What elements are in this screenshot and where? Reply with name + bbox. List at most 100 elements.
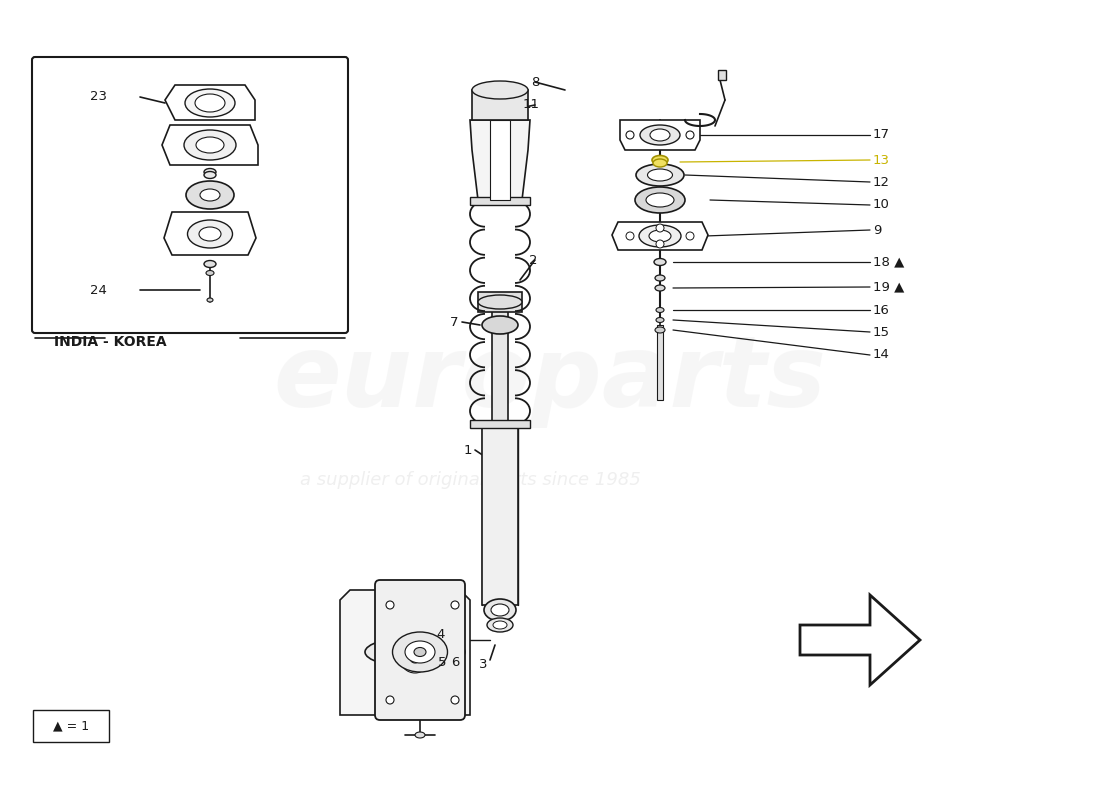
FancyBboxPatch shape [375, 580, 465, 720]
Text: europarts: europarts [274, 331, 826, 429]
Ellipse shape [196, 137, 224, 153]
Circle shape [386, 696, 394, 704]
Circle shape [626, 131, 634, 139]
Ellipse shape [184, 130, 236, 160]
Ellipse shape [491, 604, 509, 616]
Ellipse shape [646, 193, 674, 207]
Polygon shape [164, 212, 256, 255]
Text: 12: 12 [873, 175, 890, 189]
Ellipse shape [478, 295, 522, 309]
Bar [478, 292, 522, 312]
Circle shape [410, 653, 420, 663]
Ellipse shape [415, 732, 425, 738]
Ellipse shape [204, 261, 216, 267]
Ellipse shape [186, 181, 234, 209]
Ellipse shape [379, 642, 450, 662]
Text: 15: 15 [873, 326, 890, 338]
Circle shape [451, 696, 459, 704]
Polygon shape [612, 222, 708, 250]
Ellipse shape [207, 298, 213, 302]
Bar [492, 305, 508, 425]
Bar [482, 425, 518, 605]
Ellipse shape [204, 169, 216, 175]
Ellipse shape [487, 618, 513, 632]
Ellipse shape [635, 187, 685, 213]
Ellipse shape [654, 258, 666, 266]
Polygon shape [340, 590, 470, 715]
Ellipse shape [187, 220, 232, 248]
Bar [490, 120, 510, 200]
Ellipse shape [656, 307, 664, 313]
Polygon shape [165, 85, 255, 120]
Text: 2: 2 [529, 254, 538, 266]
Text: 14: 14 [873, 349, 890, 362]
Bar [470, 420, 530, 428]
Ellipse shape [472, 81, 528, 99]
Circle shape [656, 224, 664, 232]
Polygon shape [390, 605, 450, 710]
Ellipse shape [654, 285, 666, 291]
Ellipse shape [636, 164, 684, 186]
Text: 6: 6 [452, 655, 460, 669]
Text: 23: 23 [90, 90, 107, 103]
Circle shape [626, 232, 634, 240]
Ellipse shape [482, 316, 518, 334]
Text: 13: 13 [873, 154, 890, 166]
Ellipse shape [654, 275, 666, 281]
Ellipse shape [365, 637, 465, 667]
Polygon shape [162, 125, 258, 165]
Ellipse shape [405, 641, 435, 663]
Ellipse shape [493, 621, 507, 629]
Circle shape [656, 240, 664, 248]
Text: 24: 24 [90, 283, 107, 297]
FancyBboxPatch shape [33, 710, 109, 742]
Ellipse shape [484, 599, 516, 621]
Ellipse shape [649, 230, 671, 242]
Ellipse shape [640, 125, 680, 145]
Polygon shape [718, 70, 726, 80]
Text: INDIA - KOREA: INDIA - KOREA [54, 335, 166, 349]
Text: 5: 5 [438, 655, 446, 669]
Ellipse shape [653, 159, 667, 167]
Ellipse shape [199, 227, 221, 241]
Ellipse shape [652, 155, 668, 165]
Text: 9: 9 [873, 223, 881, 237]
Bar [470, 197, 530, 205]
Ellipse shape [414, 647, 426, 657]
FancyBboxPatch shape [32, 57, 348, 333]
Ellipse shape [650, 129, 670, 141]
Bar [472, 90, 528, 120]
Circle shape [451, 601, 459, 609]
Text: 8: 8 [531, 75, 540, 89]
Ellipse shape [393, 632, 448, 672]
Ellipse shape [206, 270, 214, 275]
Ellipse shape [656, 318, 664, 322]
Ellipse shape [204, 171, 216, 178]
Text: 17: 17 [873, 129, 890, 142]
Ellipse shape [195, 94, 226, 112]
Bar [657, 325, 663, 400]
Ellipse shape [648, 169, 672, 181]
Circle shape [686, 232, 694, 240]
Ellipse shape [185, 89, 235, 117]
Text: 10: 10 [873, 198, 890, 211]
Ellipse shape [200, 189, 220, 201]
Polygon shape [470, 120, 530, 200]
Text: 19 ▲: 19 ▲ [873, 281, 904, 294]
Ellipse shape [654, 327, 666, 333]
Text: 1: 1 [463, 443, 472, 457]
Text: 16: 16 [873, 303, 890, 317]
Text: 18 ▲: 18 ▲ [873, 255, 904, 269]
Text: 4: 4 [437, 629, 446, 642]
Circle shape [686, 131, 694, 139]
Polygon shape [800, 595, 920, 685]
Circle shape [400, 643, 430, 673]
Ellipse shape [639, 225, 681, 247]
Text: a supplier of original parts since 1985: a supplier of original parts since 1985 [299, 471, 640, 489]
Circle shape [386, 601, 394, 609]
Text: 7: 7 [450, 315, 458, 329]
Text: ▲ = 1: ▲ = 1 [53, 719, 89, 733]
Text: 3: 3 [478, 658, 487, 671]
Circle shape [390, 633, 440, 683]
Polygon shape [620, 120, 700, 150]
